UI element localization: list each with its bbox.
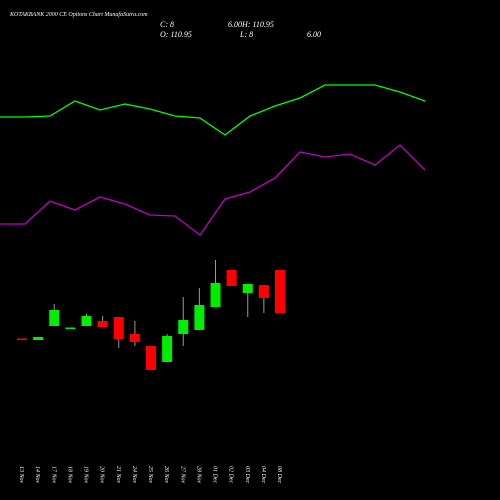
candle-body <box>17 338 27 340</box>
x-tick-label: 01 Dec <box>212 466 218 483</box>
candle-body <box>210 283 221 307</box>
header-high: 6.00H: 110.95 <box>228 20 274 29</box>
x-tick-label: 17 Nov <box>50 466 56 484</box>
x-tick-label: 21 Nov <box>115 466 121 484</box>
header-low: L: 8 <box>239 30 253 39</box>
candle-body <box>49 310 60 326</box>
x-tick-label: 20 Nov <box>99 466 105 484</box>
candle-body <box>81 316 92 326</box>
x-tick-label: 14 Nov <box>34 466 41 484</box>
candle-body <box>97 321 108 327</box>
candle-body <box>146 346 156 370</box>
candle-body <box>113 317 124 339</box>
header-value: 6.00 <box>307 30 321 39</box>
candle-body <box>129 334 140 342</box>
candle-body <box>162 336 173 362</box>
x-tick-label: 04 Dec <box>260 466 267 483</box>
x-tick-label: 13 Nov <box>18 466 24 484</box>
x-tick-label: 08 Dec <box>276 466 282 483</box>
header-open: O: 110.95 <box>160 30 192 39</box>
candle-body <box>33 337 44 340</box>
candle-body <box>242 284 253 293</box>
candle-body <box>194 305 205 330</box>
line-series <box>0 84 426 136</box>
x-tick-label: 18 Nov <box>66 466 72 484</box>
candle-body <box>275 270 285 313</box>
line-series <box>0 144 426 236</box>
candle-body <box>258 285 269 298</box>
x-tick-label: 19 Nov <box>83 466 89 484</box>
candle-body <box>65 327 76 329</box>
header-close: C: 8 <box>160 20 174 29</box>
x-tick-label: 02 Dec <box>228 466 234 483</box>
x-tick-label: 03 Dec <box>244 466 250 483</box>
x-tick-label: 24 Nov <box>131 466 138 484</box>
x-tick-label: 25 Nov <box>147 466 153 484</box>
x-tick-label: 26 Nov <box>163 466 169 484</box>
x-tick-label: 28 Nov <box>195 466 201 484</box>
x-tick-label: 27 Nov <box>179 466 185 484</box>
candle-body <box>178 320 189 334</box>
chart-title: KOTAKBANK 2000 CE Options Chart MunafaSu… <box>9 11 148 18</box>
candle-body <box>226 270 237 286</box>
